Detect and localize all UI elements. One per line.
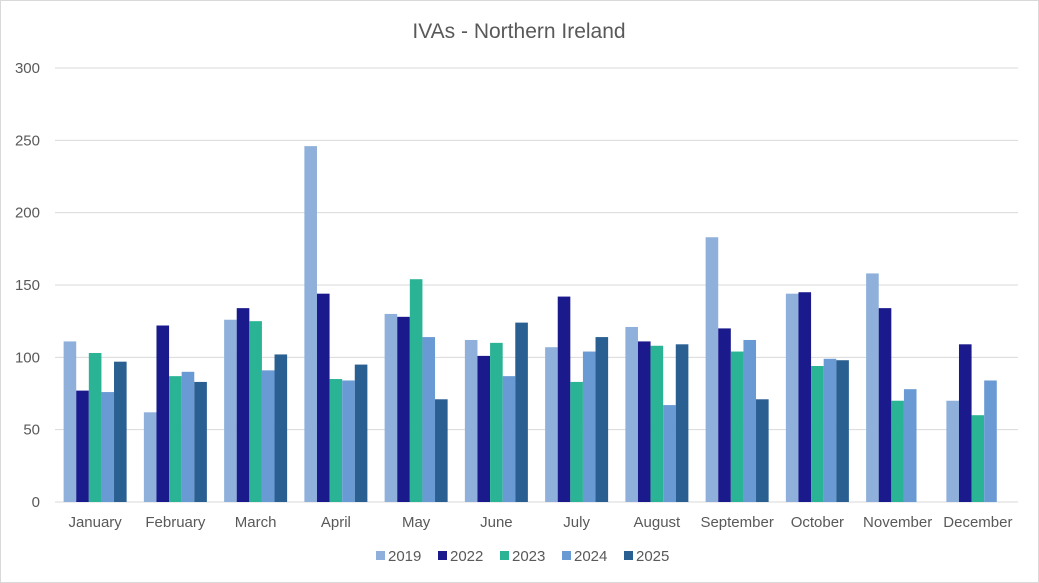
bar-2019-december [946,400,959,502]
legend-swatch-2022 [438,551,447,560]
legend-label: 2019 [388,548,421,565]
y-tick-label: 50 [23,422,40,439]
bar-2019-november [866,273,879,502]
y-tick-label: 250 [15,132,40,149]
bar-2024-september [743,339,757,502]
bar-2025-march [274,354,288,502]
legend-swatch-2024 [562,551,571,560]
bar-2024-may [422,337,436,502]
x-tick-label: May [402,514,431,531]
bar-2022-january [76,390,89,502]
legend-swatch-2023 [500,551,509,560]
bar-2019-august [625,326,638,502]
bar-2022-august [637,341,651,502]
legend-label: 2025 [636,548,669,565]
bar-2024-december [984,380,997,502]
bar-2024-june [502,376,516,502]
bar-2024-october [823,358,837,502]
legend-swatch-2025 [624,551,633,560]
bar-2023-september [730,351,744,502]
bar-2025-january [114,361,127,502]
bar-2019-june [464,339,478,502]
bar-2024-april [342,380,355,502]
bar-2025-february [194,381,207,502]
y-tick-label: 300 [15,60,40,77]
y-tick-label: 150 [15,277,40,294]
bar-2023-november [891,400,904,502]
x-tick-label: April [321,514,351,531]
bar-2024-august [663,405,676,502]
legend-swatch-2019 [376,551,385,560]
bar-2022-december [958,344,972,502]
bar-2025-may [435,399,448,502]
x-tick-label: June [480,514,513,531]
legend-label: 2023 [512,548,545,565]
bar-2022-june [477,355,491,502]
bar-2024-july [582,351,596,502]
y-tick-label: 100 [15,349,40,366]
legend-label: 2022 [450,548,483,565]
bar-2019-may [384,313,398,502]
bar-2023-october [811,366,824,502]
bar-2023-july [570,381,583,502]
bar-2025-june [515,322,528,502]
x-tick-label: August [634,514,682,531]
bar-2019-april [304,146,317,502]
y-tick-label: 200 [15,205,40,222]
bar-2022-september [718,328,731,502]
bar-2022-may [397,316,410,502]
bar-2025-october [836,360,849,502]
x-tick-label: November [863,514,932,531]
bar-2025-september [756,399,769,502]
y-tick-label: 0 [32,494,40,511]
bar-2023-february [169,376,182,502]
bar-2022-november [878,308,892,502]
bar-2023-december [971,415,985,502]
x-tick-label: July [563,514,590,531]
bar-2019-july [545,347,558,502]
bar-2019-january [63,341,77,502]
bar-2025-april [354,364,368,502]
bar-2023-june [490,342,503,502]
bar-2023-april [329,379,343,502]
legend-label: 2024 [574,548,607,565]
bar-2019-october [785,293,799,502]
x-tick-label: December [943,514,1012,531]
bar-2023-august [650,345,664,502]
bar-2024-march [261,370,275,502]
bar-2022-march [236,308,250,502]
bar-2023-march [249,321,262,502]
bar-2022-april [316,293,330,502]
x-tick-label: March [235,514,277,531]
bar-2025-august [675,344,689,502]
x-tick-label: January [68,514,122,531]
bar-2024-january [101,392,115,502]
bar-2023-january [88,352,102,502]
x-tick-label: October [791,514,844,531]
bar-2024-february [181,371,195,502]
bar-2024-november [903,389,917,502]
x-tick-label: February [145,514,206,531]
bar-2022-october [798,292,812,502]
bar-2019-september [705,237,719,502]
bar-2025-july [595,337,609,502]
bar-2019-march [224,319,237,502]
bar-2019-february [143,412,157,502]
bar-2023-may [409,279,423,502]
x-tick-label: September [700,514,773,531]
chart-title: IVAs - Northern Ireland [412,20,625,43]
bar-2022-february [156,325,170,502]
bar-2022-july [557,296,571,502]
